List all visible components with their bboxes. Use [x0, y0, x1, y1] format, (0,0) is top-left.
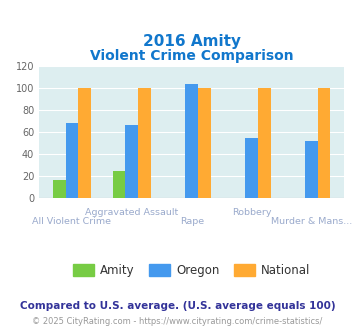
- Text: Robbery: Robbery: [232, 208, 271, 217]
- Bar: [53, 181, 66, 198]
- Legend: Amity, Oregon, National: Amity, Oregon, National: [69, 259, 315, 282]
- Bar: [78, 88, 91, 198]
- Bar: [318, 88, 331, 198]
- Text: 2016 Amity: 2016 Amity: [143, 34, 241, 49]
- Text: All Violent Crime: All Violent Crime: [32, 217, 111, 226]
- Bar: [245, 138, 258, 198]
- Bar: [305, 141, 318, 198]
- Text: Compared to U.S. average. (U.S. average equals 100): Compared to U.S. average. (U.S. average …: [20, 301, 335, 311]
- Bar: [113, 171, 125, 198]
- Bar: [198, 88, 211, 198]
- Text: © 2025 CityRating.com - https://www.cityrating.com/crime-statistics/: © 2025 CityRating.com - https://www.city…: [32, 317, 323, 326]
- Bar: [185, 83, 198, 198]
- Text: Rape: Rape: [180, 217, 204, 226]
- Bar: [138, 88, 151, 198]
- Bar: [258, 88, 271, 198]
- Text: Aggravated Assault: Aggravated Assault: [85, 208, 179, 217]
- Bar: [66, 123, 78, 198]
- Bar: [125, 125, 138, 198]
- Text: Violent Crime Comparison: Violent Crime Comparison: [90, 50, 294, 63]
- Text: Murder & Mans...: Murder & Mans...: [271, 217, 352, 226]
